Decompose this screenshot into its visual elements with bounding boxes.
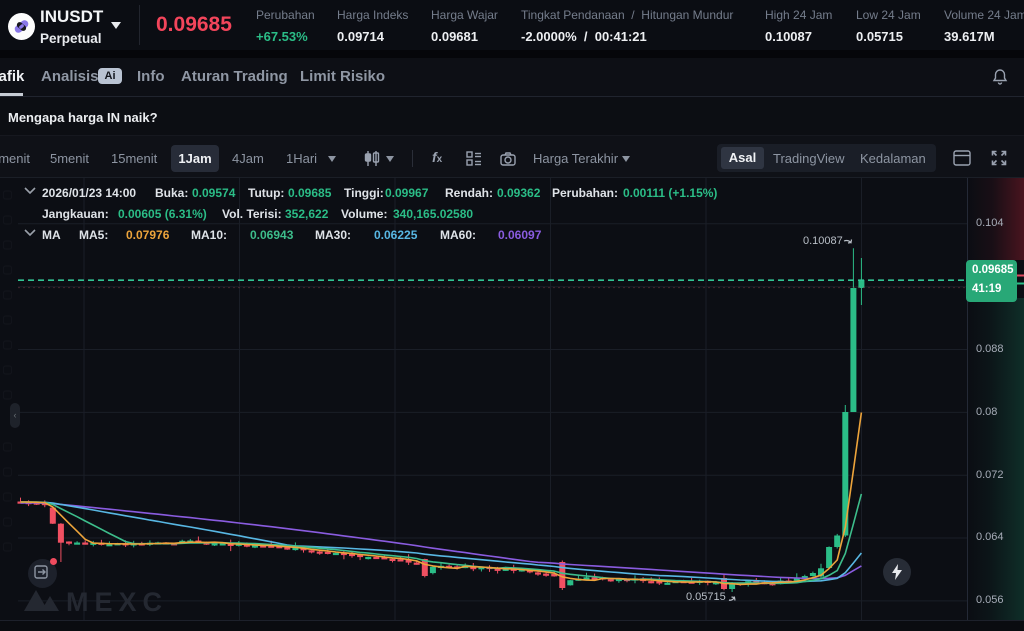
svg-text:MEXC: MEXC <box>66 587 168 617</box>
